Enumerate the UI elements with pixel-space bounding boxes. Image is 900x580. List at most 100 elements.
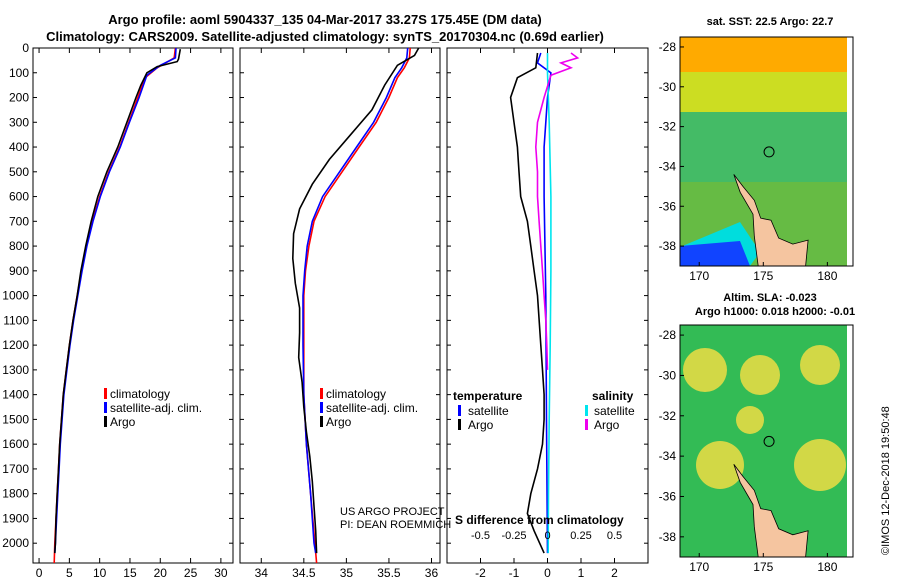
y-tick-label: 300 xyxy=(9,115,29,129)
legend-label: Argo xyxy=(110,415,136,429)
y-tick-label: 100 xyxy=(9,66,29,80)
y-tick-label: 1000 xyxy=(2,289,29,303)
x-tick-label: 25 xyxy=(184,566,198,580)
series-salinity-satellite xyxy=(546,53,552,554)
sst-nodata-edge xyxy=(847,37,853,266)
sla-anomaly-blob xyxy=(740,355,780,395)
sla-anomaly-blob xyxy=(736,406,764,434)
y-tick-label: 1900 xyxy=(2,511,29,525)
pi-credit: PI: DEAN ROEMMICH xyxy=(340,519,452,531)
x-tick-label: 0 xyxy=(544,566,551,580)
x-tick-label: 20 xyxy=(154,566,168,580)
sla-nodata-edge xyxy=(847,325,853,557)
legend-label: climatology xyxy=(110,387,170,401)
legend-swatch xyxy=(104,388,107,399)
legend-swatch xyxy=(320,388,323,399)
secondary-x-tick-label: 0.25 xyxy=(570,530,591,542)
sla-anomaly-blob xyxy=(794,439,846,491)
legend-swatch xyxy=(104,402,107,413)
x-tick-label: -1 xyxy=(509,566,520,580)
map-y-tick-label: -36 xyxy=(659,489,677,503)
y-tick-label: 1600 xyxy=(2,437,29,451)
y-tick-label: 1700 xyxy=(2,462,29,476)
legend-swatch xyxy=(458,419,461,430)
legend-temperature-title: temperature xyxy=(453,389,523,403)
y-tick-label: 900 xyxy=(9,264,29,278)
y-tick-label: 400 xyxy=(9,140,29,154)
series-argo xyxy=(54,49,182,554)
y-tick-label: 0 xyxy=(22,41,29,55)
x-tick-label: -2 xyxy=(475,566,486,580)
map-y-tick-label: -34 xyxy=(659,159,677,173)
legend-label: climatology xyxy=(326,387,386,401)
secondary-x-tick-label: -0.25 xyxy=(501,530,526,542)
y-tick-label: 500 xyxy=(9,165,29,179)
legend-label: satellite xyxy=(468,404,509,418)
y-tick-label: 1800 xyxy=(2,487,29,501)
y-tick-label: 700 xyxy=(9,214,29,228)
map-y-tick-label: -28 xyxy=(659,40,677,54)
map-y-tick-label: -32 xyxy=(659,409,677,423)
legend-swatch xyxy=(585,405,588,416)
sst-warm-band xyxy=(680,37,853,72)
series-temperature-satellite xyxy=(536,52,552,554)
x-tick-label: 34 xyxy=(255,566,269,580)
x-tick-label: 0 xyxy=(36,566,43,580)
legend-swatch xyxy=(458,405,461,416)
map-x-tick-label: 175 xyxy=(753,269,773,283)
title-line-2: Climatology: CARS2009. Satellite-adjuste… xyxy=(46,29,604,44)
x-tick-label: 1 xyxy=(578,566,585,580)
x-tick-label: 5 xyxy=(66,566,73,580)
map-y-tick-label: -34 xyxy=(659,449,677,463)
y-tick-label: 2000 xyxy=(2,536,29,550)
series-climatology xyxy=(302,47,411,564)
y-tick-label: 1300 xyxy=(2,363,29,377)
x-tick-label: 35 xyxy=(340,566,354,580)
temperature_profile-frame xyxy=(32,47,234,564)
legend-label: Argo xyxy=(326,415,352,429)
sst-mid-band xyxy=(680,72,853,112)
sla-anomaly-blob xyxy=(696,441,744,489)
series-salinity-argo xyxy=(534,52,580,370)
legend-label: satellite xyxy=(594,404,635,418)
legend-salinity-title: salinity xyxy=(592,389,634,403)
sst-coldest-water xyxy=(680,241,750,266)
legend-label: satellite-adj. clim. xyxy=(326,401,418,415)
map-x-tick-label: 170 xyxy=(689,269,709,283)
sst-map-title: sat. SST: 22.5 Argo: 22.7 xyxy=(707,16,834,28)
sst-cool-band xyxy=(680,112,853,182)
sla_map-image xyxy=(680,325,853,558)
secondary-xlabel: S difference from climatology xyxy=(455,513,624,527)
x-tick-label: 15 xyxy=(123,566,137,580)
new-zealand-land xyxy=(733,463,809,558)
map-x-tick-label: 170 xyxy=(689,560,709,574)
legend-swatch xyxy=(585,419,588,430)
title-line-1: Argo profile: aoml 5904337_135 04-Mar-20… xyxy=(108,12,542,27)
secondary-x-tick-label: -0.5 xyxy=(471,530,490,542)
map-y-tick-label: -30 xyxy=(659,80,677,94)
map-y-tick-label: -28 xyxy=(659,328,677,342)
map-y-tick-label: -32 xyxy=(659,120,677,134)
map-y-tick-label: -36 xyxy=(659,199,677,213)
series-satellite-adj-clim- xyxy=(54,47,177,554)
legend-label: satellite-adj. clim. xyxy=(110,401,202,415)
y-tick-label: 600 xyxy=(9,190,29,204)
imos-timestamp: ©IMOS 12-Dec-2018 19:50:48 xyxy=(880,406,892,555)
sla-anomaly-blob xyxy=(683,348,727,392)
sla-map-title-2: Argo h1000: 0.018 h2000: -0.01 xyxy=(695,306,855,318)
map-y-tick-label: -38 xyxy=(659,239,677,253)
legend-swatch xyxy=(104,416,107,427)
sst_map-frame xyxy=(679,36,854,267)
map-x-tick-label: 175 xyxy=(753,560,773,574)
sla_map-frame xyxy=(679,324,854,558)
legend-label: Argo xyxy=(594,418,620,432)
x-tick-label: 2 xyxy=(611,566,618,580)
y-tick-label: 1100 xyxy=(3,313,29,327)
map-x-tick-label: 180 xyxy=(817,560,837,574)
sst_map-image xyxy=(680,37,853,267)
map-y-tick-label: -30 xyxy=(659,368,677,382)
x-tick-label: 34.5 xyxy=(292,566,316,580)
series-satellite-adj-clim- xyxy=(302,47,409,554)
sla-anomaly-blob xyxy=(800,345,840,385)
